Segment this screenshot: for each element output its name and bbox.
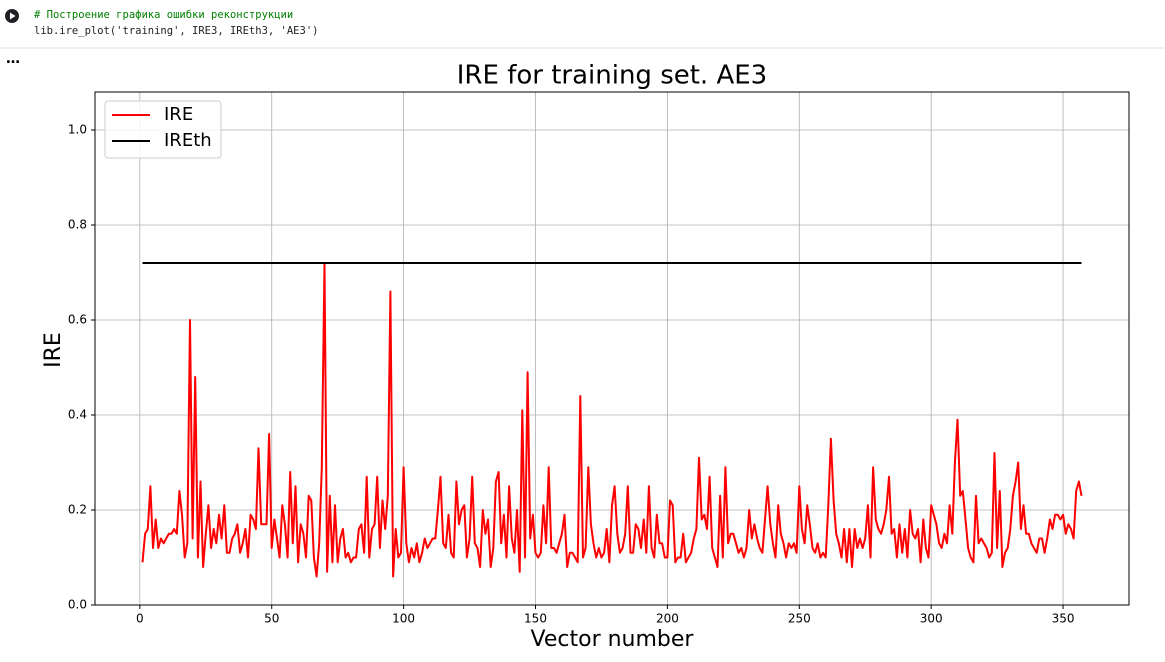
y-tick-label: 0.0 — [68, 598, 87, 612]
y-tick-label: 0.6 — [68, 313, 87, 327]
output-marker: … — [6, 51, 20, 67]
legend-label: IRE — [164, 104, 193, 125]
x-tick-label: 150 — [524, 612, 547, 626]
y-tick-label: 0.4 — [68, 408, 87, 422]
code-line: lib.ire_plot('training', IRE3, IREth3, '… — [34, 25, 318, 37]
legend-label: IREth — [164, 130, 212, 151]
x-axis-label: Vector number — [531, 627, 695, 652]
chart: IRE for training set. AE3 Vector number … — [41, 61, 1130, 652]
x-tick-label: 250 — [788, 612, 811, 626]
chart-title: IRE for training set. AE3 — [457, 61, 767, 91]
x-tick-label: 350 — [1052, 612, 1075, 626]
x-tick-label: 50 — [264, 612, 279, 626]
plot-frame — [94, 91, 1130, 606]
y-tick-label: 0.2 — [68, 503, 87, 517]
x-tick-label: 0 — [136, 612, 144, 626]
y-tick-label: 0.8 — [68, 218, 87, 232]
series-line — [141, 262, 1083, 578]
x-tick-label: 200 — [656, 612, 679, 626]
y-tick-label: 1.0 — [68, 123, 87, 137]
x-tick-label: 100 — [392, 612, 415, 626]
y-axis-label: IRE — [41, 332, 66, 368]
code-line: # Построение графика ошибки реконструкци… — [34, 9, 293, 21]
run-icon — [10, 12, 16, 20]
x-tick-label: 300 — [920, 612, 943, 626]
